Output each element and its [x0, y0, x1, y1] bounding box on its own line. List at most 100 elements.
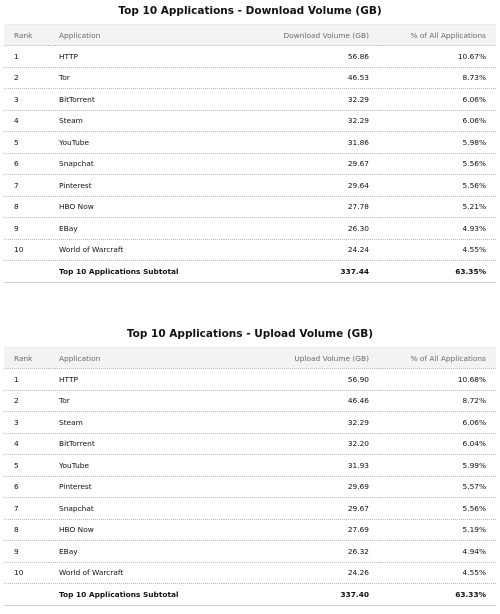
volume-cell: 32.29	[224, 411, 379, 434]
table-row: 8 HBO Now 27.69 5.19%	[4, 519, 496, 541]
rank-cell: 6	[4, 476, 49, 498]
column-header-rank[interactable]: Rank	[4, 24, 49, 46]
rank-cell: 8	[4, 519, 49, 541]
table-row: 4 Steam 32.29 6.06%	[4, 110, 496, 132]
table-row: 8 HBO Now 27.78 5.21%	[4, 196, 496, 218]
rank-cell: 2	[4, 390, 49, 412]
application-cell: Tor	[49, 390, 224, 412]
column-header-volume[interactable]: Upload Volume (GB)	[224, 347, 379, 369]
subtotal-row: Top 10 Applications Subtotal 337.40 63.33%	[4, 583, 496, 606]
percent-cell: 5.21%	[379, 196, 496, 218]
volume-cell: 46.46	[224, 390, 379, 412]
volume-cell: 29.67	[224, 497, 379, 520]
rank-cell: 2	[4, 67, 49, 89]
volume-cell: 29.64	[224, 174, 379, 197]
volume-cell: 56.86	[224, 45, 379, 68]
percent-cell: 4.94%	[379, 540, 496, 563]
table-row: 5 YouTube 31.93 5.99%	[4, 454, 496, 477]
table-row: 9 EBay 26.30 4.93%	[4, 217, 496, 240]
percent-cell: 8.72%	[379, 390, 496, 412]
percent-cell: 5.56%	[379, 174, 496, 197]
percent-cell: 6.06%	[379, 411, 496, 434]
application-cell: BitTorrent	[49, 433, 224, 455]
column-header-application[interactable]: Application	[49, 347, 224, 369]
table-row: 9 EBay 26.32 4.94%	[4, 540, 496, 563]
table-row: 10 World of Warcraft 24.24 4.55%	[4, 239, 496, 261]
percent-cell: 4.55%	[379, 239, 496, 261]
rank-cell: 10	[4, 562, 49, 584]
table-row: 5 YouTube 31.86 5.98%	[4, 131, 496, 154]
table-row: 2 Tor 46.53 8.73%	[4, 67, 496, 89]
column-header-percent[interactable]: % of All Applications	[379, 24, 496, 46]
application-cell: Pinterest	[49, 476, 224, 498]
percent-cell: 4.55%	[379, 562, 496, 584]
volume-cell: 29.69	[224, 476, 379, 498]
rank-cell: 8	[4, 196, 49, 218]
percent-cell: 5.99%	[379, 454, 496, 477]
volume-cell: 26.32	[224, 540, 379, 563]
application-cell: YouTube	[49, 131, 224, 154]
application-cell: YouTube	[49, 454, 224, 477]
rank-cell: 4	[4, 110, 49, 132]
header-row: Rank Application Download Volume (GB) % …	[4, 24, 496, 46]
column-header-rank[interactable]: Rank	[4, 347, 49, 369]
rank-cell: 9	[4, 217, 49, 240]
rank-cell: 7	[4, 497, 49, 520]
percent-cell: 8.73%	[379, 67, 496, 89]
application-cell: HBO Now	[49, 196, 224, 218]
table-row: 1 HTTP 56.90 10.68%	[4, 368, 496, 391]
percent-cell: 6.06%	[379, 110, 496, 132]
application-cell: EBay	[49, 540, 224, 563]
volume-cell: 27.69	[224, 519, 379, 541]
column-header-application[interactable]: Application	[49, 24, 224, 46]
table-row: 3 Steam 32.29 6.06%	[4, 411, 496, 434]
volume-cell: 24.24	[224, 239, 379, 261]
percent-cell: 10.68%	[379, 368, 496, 391]
rank-cell: 3	[4, 88, 49, 111]
table-row: 1 HTTP 56.86 10.67%	[4, 45, 496, 68]
report-title: Top 10 Applications - Upload Volume (GB)	[126, 328, 374, 340]
upload-report: Top 10 Applications - Upload Volume (GB)…	[4, 323, 496, 606]
report-title: Top 10 Applications - Download Volume (G…	[118, 5, 382, 17]
table-row: 6 Pinterest 29.69 5.57%	[4, 476, 496, 498]
table-row: 3 BitTorrent 32.29 6.06%	[4, 88, 496, 111]
volume-cell: 31.86	[224, 131, 379, 154]
column-header-volume[interactable]: Download Volume (GB)	[224, 24, 379, 46]
subtotal-rank-cell	[4, 583, 49, 606]
volume-cell: 24.26	[224, 562, 379, 584]
rank-cell: 10	[4, 239, 49, 261]
table-row: 6 Snapchat 29.67 5.56%	[4, 153, 496, 175]
application-cell: Snapchat	[49, 497, 224, 520]
volume-cell: 32.20	[224, 433, 379, 455]
table-row: 7 Pinterest 29.64 5.56%	[4, 174, 496, 197]
table-row: 4 BitTorrent 32.20 6.04%	[4, 433, 496, 455]
percent-cell: 5.98%	[379, 131, 496, 154]
application-cell: Steam	[49, 411, 224, 434]
download-table: Rank Application Download Volume (GB) % …	[4, 24, 496, 283]
application-cell: HBO Now	[49, 519, 224, 541]
percent-cell: 5.19%	[379, 519, 496, 541]
volume-cell: 27.78	[224, 196, 379, 218]
volume-cell: 31.93	[224, 454, 379, 477]
percent-cell: 4.93%	[379, 217, 496, 240]
percent-cell: 5.57%	[379, 476, 496, 498]
subtotal-percent: 63.35%	[379, 260, 496, 283]
volume-cell: 56.90	[224, 368, 379, 391]
table-row: 10 World of Warcraft 24.26 4.55%	[4, 562, 496, 584]
application-cell: World of Warcraft	[49, 562, 224, 584]
subtotal-percent: 63.33%	[379, 583, 496, 606]
table-row: 7 Snapchat 29.67 5.56%	[4, 497, 496, 520]
percent-cell: 6.04%	[379, 433, 496, 455]
header-row: Rank Application Upload Volume (GB) % of…	[4, 347, 496, 369]
rank-cell: 5	[4, 131, 49, 154]
rank-cell: 1	[4, 45, 49, 68]
application-cell: Steam	[49, 110, 224, 132]
rank-cell: 4	[4, 433, 49, 455]
volume-cell: 29.67	[224, 153, 379, 175]
volume-cell: 32.29	[224, 110, 379, 132]
subtotal-volume: 337.40	[224, 583, 379, 606]
subtotal-volume: 337.44	[224, 260, 379, 283]
rank-cell: 9	[4, 540, 49, 563]
application-cell: HTTP	[49, 368, 224, 391]
column-header-percent[interactable]: % of All Applications	[379, 347, 496, 369]
